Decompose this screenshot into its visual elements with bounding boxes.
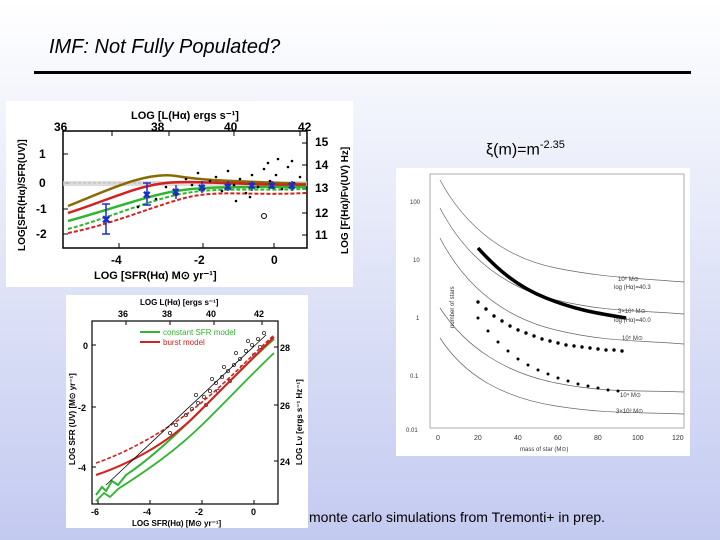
bottom-tick-0: -4 (111, 253, 122, 267)
figure-sfr-uv-vs-halpha: constant SFR model burst model LOG L(Hα)… (66, 295, 308, 528)
bottom-tick-1: -4 (143, 507, 151, 517)
svg-text:✕: ✕ (288, 181, 296, 191)
right-tick-3: 12 (315, 206, 329, 220)
legend-burst-label: burst model (163, 338, 205, 347)
top-tick-1: 38 (151, 120, 165, 134)
bottom-tick-2: -2 (195, 507, 203, 517)
top-tick-0: 36 (54, 120, 68, 134)
right-tick-1: 26 (280, 401, 290, 411)
bottom-axis-label: LOG SFR(Hα) [M⊙ yr⁻¹] (132, 519, 222, 528)
curve-label-0: 10⁶ M⊙ (618, 276, 639, 283)
y-tick-2: 1 (416, 316, 420, 322)
dotted-curve-upper (476, 300, 624, 353)
model-curve-green-dashed (67, 188, 307, 230)
top-tick-2: 40 (224, 120, 238, 134)
curve-label-4: 10⁵ M⊙ (622, 335, 643, 342)
curve-label-3: log (Hα)=40.0 (614, 318, 651, 324)
curve-label-2: 3×10⁵ M⊙ (618, 308, 646, 315)
dotted-curve-lower (476, 316, 620, 393)
model-curves (439, 179, 685, 415)
right-tick-4: 11 (315, 228, 328, 242)
top-tick-0: 36 (118, 309, 128, 319)
svg-text:✕: ✕ (143, 190, 151, 200)
left-axis-label: LOG[SFR(Hα)/SFR(UV)] (17, 139, 28, 251)
figure-sfr-ratio-plot: ✕ ✕ ✕ ✕ ✕ ✕ ✕ ✕ LOG [L(Hα) ergs s⁻¹] 36 … (6, 101, 353, 287)
svg-text:✕: ✕ (198, 183, 206, 193)
y-tick-0: 100 (410, 200, 421, 206)
constant-sfr-curve-2 (95, 352, 275, 502)
top-tick-3: 42 (298, 120, 312, 134)
left-axis-label: LOG SFR (UV) [M⊙ yr⁻¹] (68, 373, 77, 465)
equation-exponent: -2.35 (539, 139, 565, 151)
right-tick-0: 15 (315, 135, 329, 149)
top-tick-1: 38 (162, 309, 172, 319)
imf-equation: ξ(m)=m-2.35 (486, 139, 565, 159)
bottom-tick-2: 0 (271, 253, 278, 267)
binned-means: ✕ ✕ ✕ ✕ ✕ ✕ ✕ ✕ (101, 180, 296, 235)
left-tick-1: -2 (78, 403, 86, 413)
one-to-one-line (105, 334, 267, 486)
x-tick-4: 80 (594, 435, 602, 442)
svg-text:✕: ✕ (268, 181, 276, 191)
left-tick-2: -4 (78, 463, 86, 473)
left-tick-3: -2 (36, 227, 47, 241)
curve-label-1: log (Hα)=40.3 (614, 285, 651, 291)
y-tick-4: 0.01 (406, 428, 418, 434)
galaxy-scatter (136, 157, 302, 209)
x-axis-label: mass of star (M⊙) (520, 447, 568, 453)
outlier-point (261, 213, 267, 219)
top-axis-label: LOG L(Hα) [ergs s⁻¹] (140, 298, 219, 307)
model-curve-red-dashed (67, 192, 307, 234)
left-tick-2: -1 (36, 202, 47, 216)
curve-label-5: 10⁴ M⊙ (620, 392, 641, 399)
right-tick-2: 13 (315, 181, 329, 195)
equation-base: ξ(m)=m (486, 141, 540, 159)
x-tick-3: 60 (554, 435, 562, 442)
burst-curve-dashed (95, 334, 275, 464)
model-curve-brown (67, 173, 307, 208)
curve-label-6: 3×10³ M⊙ (616, 409, 643, 415)
legend-constant-label: constant SFR model (163, 328, 236, 337)
bottom-tick-0: -6 (91, 507, 99, 517)
right-axis-label: LOG Lν [ergs s⁻¹ Hz⁻¹] (295, 379, 304, 465)
y-tick-3: 0.1 (410, 374, 419, 380)
figure-star-count-vs-mass: 10⁶ M⊙ log (Hα)=40.3 3×10⁵ M⊙ log (Hα)=4… (396, 168, 690, 456)
right-tick-1: 14 (315, 158, 329, 172)
svg-text:✕: ✕ (102, 215, 110, 226)
left-tick-0: 0 (83, 341, 88, 351)
top-tick-3: 42 (254, 309, 264, 319)
x-tick-5: 100 (632, 435, 644, 442)
right-tick-2: 24 (280, 457, 290, 467)
x-tick-1: 20 (474, 435, 482, 442)
zero-band (63, 181, 307, 186)
right-tick-0: 28 (280, 343, 290, 353)
slide-title: IMF: Not Fully Populated? (49, 36, 281, 58)
top-axis-label: LOG [L(Hα) ergs s⁻¹] (131, 110, 239, 122)
y-axis-label: number of stars (450, 286, 456, 328)
left-tick-1: 0 (39, 176, 46, 190)
y-tick-1: 10 (413, 258, 420, 264)
bottom-tick-3: 0 (251, 507, 256, 517)
x-tick-0: 0 (436, 435, 440, 442)
x-tick-6: 120 (672, 435, 684, 442)
svg-text:✕: ✕ (224, 182, 232, 192)
svg-text:✕: ✕ (172, 187, 180, 197)
x-tick-2: 40 (514, 435, 522, 442)
bottom-axis-label: LOG [SFR(Hα) M⊙ yr⁻¹] (94, 270, 217, 282)
thick-curve (476, 246, 627, 320)
right-axis-label: LOG [F(Hα)/Fν(UV) Hz] (340, 147, 351, 254)
title-underline (34, 71, 691, 74)
plot-frame (91, 320, 279, 505)
left-tick-0: 1 (39, 147, 46, 161)
burst-curve (95, 336, 275, 476)
caption: monte carlo simulations from Tremonti+ i… (309, 509, 606, 525)
top-tick-2: 40 (206, 309, 216, 319)
bottom-tick-1: -2 (194, 253, 205, 267)
svg-text:✕: ✕ (248, 181, 256, 191)
